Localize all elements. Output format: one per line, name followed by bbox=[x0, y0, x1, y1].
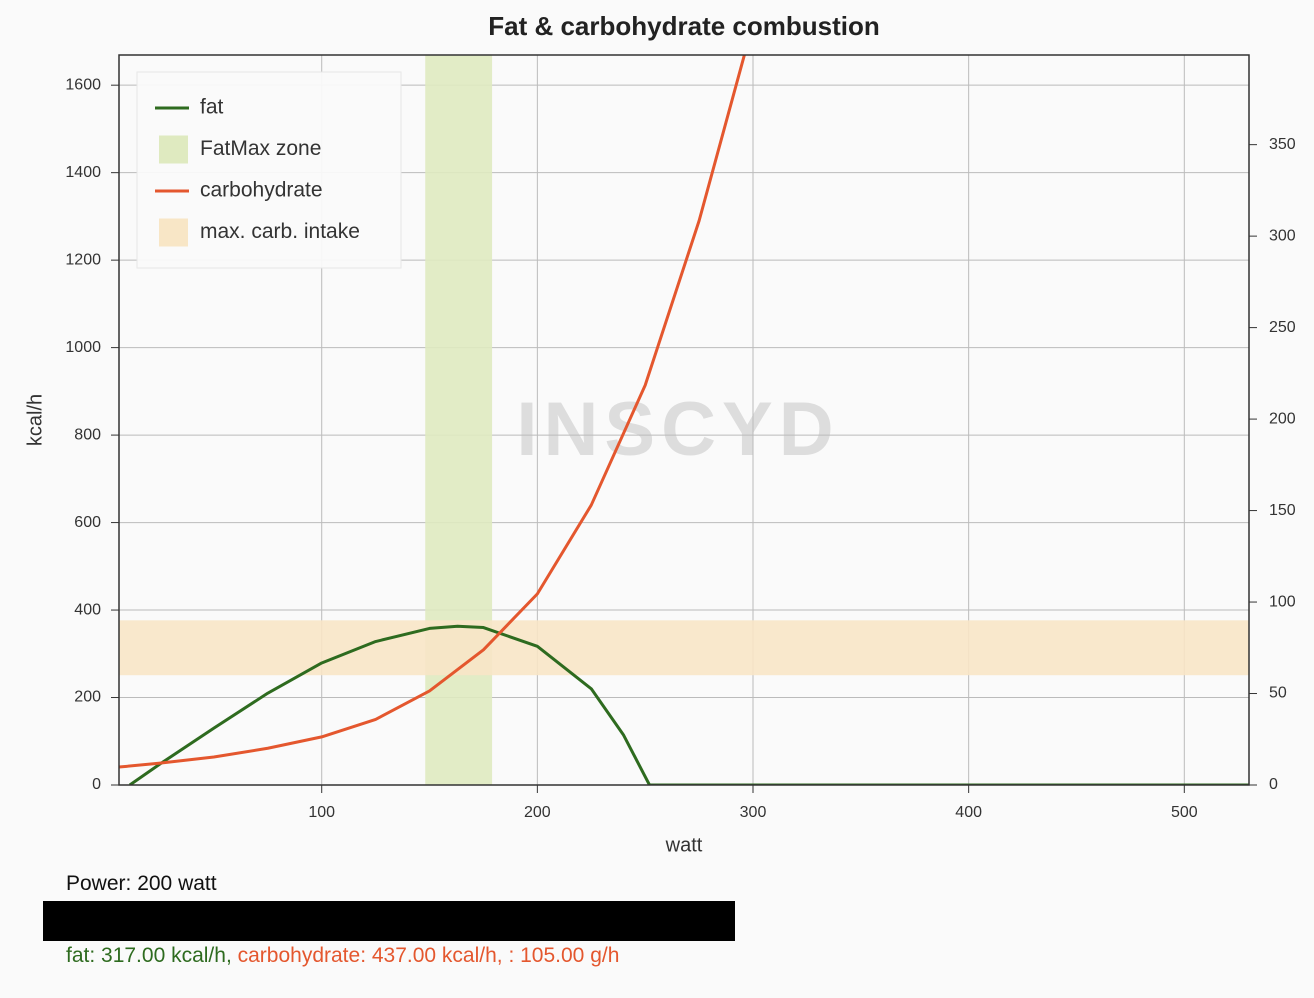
x-tick-label: 400 bbox=[955, 804, 982, 821]
y2-tick-label: 300 bbox=[1269, 227, 1296, 244]
fat-readout: fat: 317.00 kcal/h, bbox=[66, 944, 232, 967]
y-tick-label: 0 bbox=[92, 776, 101, 793]
zone bbox=[425, 55, 493, 785]
x-tick-label: 300 bbox=[740, 804, 767, 821]
y2-tick-label: 150 bbox=[1269, 502, 1296, 519]
y2-tick-label: 50 bbox=[1269, 685, 1287, 702]
x-tick-label: 100 bbox=[308, 804, 335, 821]
redacted-bar bbox=[43, 901, 735, 941]
legend-label: max. carb. intake bbox=[200, 220, 360, 243]
chart-title: Fat & carbohydrate combustion bbox=[488, 11, 880, 41]
carb-readout: carbohydrate: 437.00 kcal/h, : 105.00 g/… bbox=[237, 944, 620, 967]
legend-label: fat bbox=[200, 96, 224, 119]
y-tick-label: 1200 bbox=[65, 251, 101, 268]
x-tick-label: 500 bbox=[1171, 804, 1198, 821]
y-tick-label: 1400 bbox=[65, 164, 101, 181]
legend-swatch bbox=[159, 218, 188, 247]
y2-tick-label: 200 bbox=[1269, 410, 1296, 427]
y2-tick-label: 350 bbox=[1269, 136, 1296, 153]
x-tick-label: 200 bbox=[524, 804, 551, 821]
y-tick-label: 400 bbox=[74, 601, 101, 618]
plot-content bbox=[119, 55, 1249, 785]
plot-frame bbox=[118, 54, 1250, 786]
y-tick-label: 800 bbox=[74, 426, 101, 443]
y-tick-label: 1000 bbox=[65, 339, 101, 356]
chart: Fat & carbohydrate combustion watt kcal/… bbox=[24, 11, 1296, 856]
y-axis-label: kcal/h bbox=[24, 394, 46, 446]
y-tick-label: 1600 bbox=[65, 76, 101, 93]
y2-tick-label: 0 bbox=[1269, 776, 1278, 793]
legend-label: carbohydrate bbox=[200, 179, 323, 202]
watermark: INSCYD bbox=[516, 387, 839, 472]
y-tick-label: 600 bbox=[74, 514, 101, 531]
series-line bbox=[119, 55, 746, 769]
legend-swatch bbox=[159, 135, 188, 164]
y2-tick-label: 100 bbox=[1269, 593, 1296, 610]
legend-label: FatMax zone bbox=[200, 137, 321, 160]
series-line bbox=[128, 624, 1249, 785]
y-tick-label: 200 bbox=[74, 689, 101, 706]
x-axis-label: watt bbox=[665, 834, 703, 856]
y2-tick-label: 250 bbox=[1269, 319, 1296, 336]
values-readout: fat: 317.00 kcal/h, carbohydrate: 437.00… bbox=[66, 944, 619, 968]
zone bbox=[119, 620, 1249, 676]
power-readout: Power: 200 watt bbox=[66, 872, 217, 895]
